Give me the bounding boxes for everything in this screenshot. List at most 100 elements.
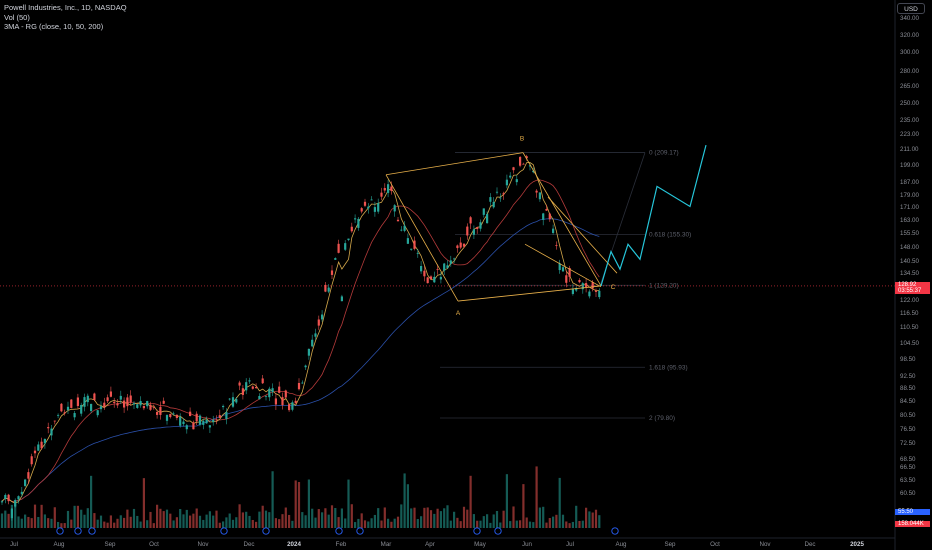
- volume-bar: [489, 522, 492, 528]
- candle-body: [509, 175, 512, 178]
- candle-body: [182, 421, 185, 425]
- volume-bar: [169, 513, 172, 528]
- candle-body: [251, 386, 254, 389]
- volume-bar: [0, 513, 4, 528]
- price-tick-label: 110.50: [900, 324, 919, 332]
- candle-body: [519, 157, 522, 166]
- candle-body: [301, 382, 304, 384]
- volume-bar: [377, 508, 380, 528]
- legend-volume: Vol (50): [4, 12, 30, 22]
- volume-bar: [380, 520, 383, 528]
- volume-bar: [321, 512, 324, 528]
- candle-body: [123, 400, 126, 408]
- volume-bar: [396, 516, 400, 528]
- volume-bar: [57, 521, 60, 528]
- candle-body: [63, 412, 66, 414]
- candle-body: [231, 397, 235, 407]
- volume-bar: [502, 510, 505, 528]
- projection-path: [600, 144, 707, 287]
- candle-body: [30, 456, 33, 465]
- candle-body: [50, 428, 53, 436]
- candle-body: [33, 450, 37, 454]
- volume-bar: [528, 521, 532, 528]
- candle-body: [57, 414, 60, 416]
- candle-body: [542, 213, 545, 220]
- time-tick-label: Apr: [425, 541, 435, 548]
- candle-body: [571, 289, 574, 294]
- volume-bar: [297, 482, 301, 528]
- wedge-upper-line: [547, 196, 618, 274]
- price-tick-label: 76.50: [900, 425, 916, 433]
- candle-body: [255, 387, 258, 389]
- price-tick-label: 300.00: [900, 49, 919, 57]
- time-tick-label: Dec: [243, 541, 255, 548]
- ma-50-line: [1, 179, 600, 502]
- candle-body: [288, 404, 291, 411]
- candle-body: [317, 319, 320, 326]
- price-tick-label: 320.00: [900, 31, 919, 39]
- candle-body: [264, 396, 268, 398]
- volume-bar: [545, 522, 548, 528]
- candle-body: [426, 277, 429, 284]
- candle-body: [433, 276, 436, 283]
- candle-body: [241, 388, 244, 395]
- volume-bar: [76, 505, 79, 528]
- candle-body: [545, 208, 548, 211]
- volume-bar: [479, 520, 482, 528]
- candle-body: [185, 425, 188, 430]
- volume-bar: [598, 515, 601, 528]
- pattern-right-line: [522, 152, 602, 287]
- volume-bar: [449, 520, 452, 528]
- candle-body: [568, 267, 571, 277]
- candle-body: [103, 402, 106, 407]
- ma-10-line: [1, 162, 600, 504]
- fib-level-label: 0 (209.17): [649, 150, 679, 157]
- time-tick-label: Oct: [710, 541, 720, 548]
- volume-bar: [37, 516, 40, 528]
- volume-bar: [568, 523, 571, 528]
- candle-body: [558, 263, 561, 271]
- volume-bar: [119, 515, 122, 528]
- volume-bar: [231, 519, 235, 528]
- time-tick-label: Oct: [149, 541, 159, 548]
- volume-bar: [103, 521, 106, 528]
- event-marker-icon: [494, 527, 502, 535]
- candle-body: [198, 415, 202, 425]
- candle-body: [370, 199, 373, 201]
- candle-body: [525, 156, 528, 159]
- volume-bar: [420, 516, 423, 528]
- candle-body: [367, 206, 370, 209]
- time-tick-label: Mar: [380, 541, 392, 548]
- volume-bar: [446, 505, 449, 528]
- candle-body: [324, 284, 327, 292]
- volume-bar: [433, 513, 436, 528]
- candle-body: [383, 188, 386, 191]
- candle-body: [429, 276, 433, 280]
- pattern-top-line: [385, 152, 524, 176]
- volume-bar: [486, 514, 489, 528]
- candle-body: [575, 287, 578, 291]
- volume-bar: [571, 521, 574, 528]
- volume-bar: [538, 507, 541, 528]
- candle-body: [142, 405, 145, 409]
- candle-body: [96, 410, 99, 416]
- volume-bar: [476, 520, 479, 528]
- candle-body: [538, 192, 541, 200]
- volume-bar: [383, 507, 386, 528]
- volume-bar: [423, 507, 426, 528]
- currency-button[interactable]: USD: [897, 3, 925, 14]
- volume-bar: [179, 508, 182, 528]
- fib-level-label: 0.618 (155.30): [649, 232, 691, 239]
- candle-body: [486, 214, 489, 224]
- candle-body: [152, 407, 155, 409]
- candle-body: [281, 397, 284, 406]
- volume-bar: [525, 517, 528, 528]
- candle-body: [476, 227, 479, 229]
- candle-body: [327, 287, 330, 292]
- candle-body: [472, 229, 475, 235]
- candle-body: [330, 270, 334, 275]
- volume-bar: [109, 515, 112, 528]
- candle-body: [159, 406, 162, 415]
